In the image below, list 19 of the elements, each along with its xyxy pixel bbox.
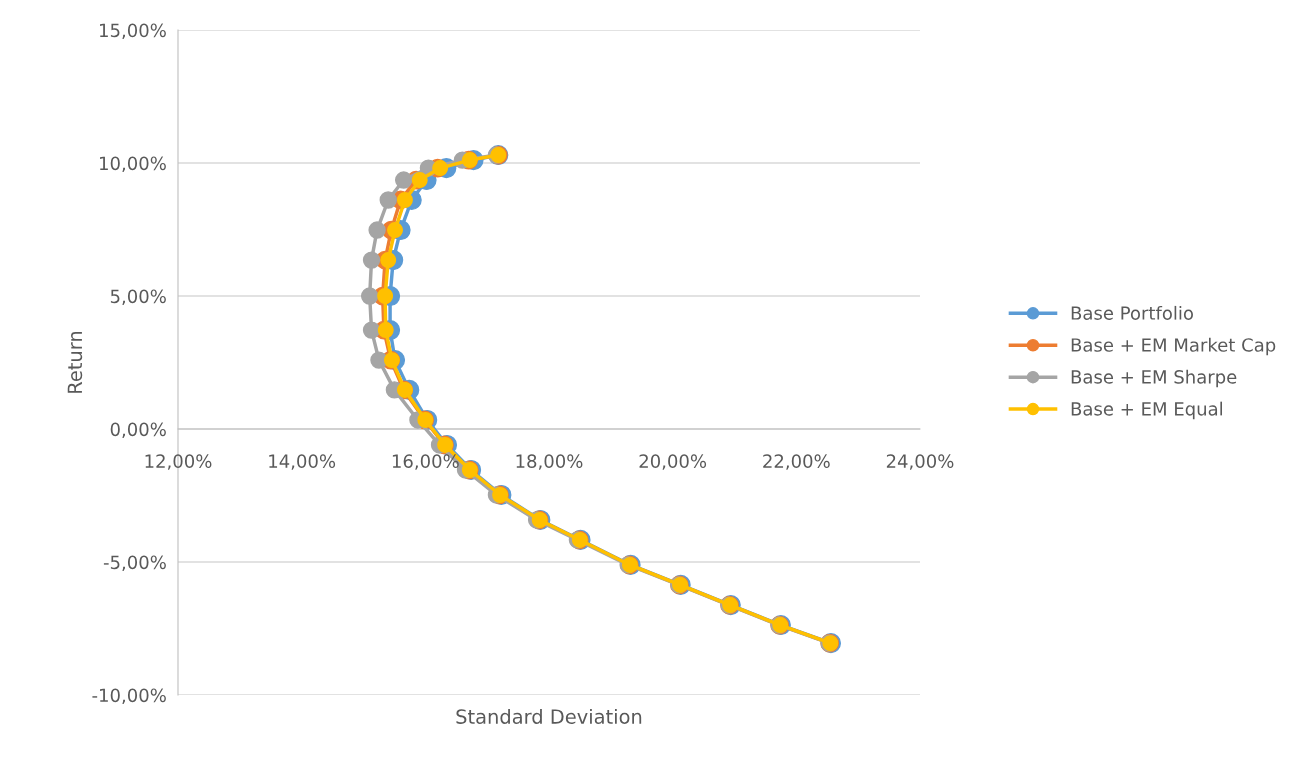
x-tick-label: 18,00% [516,454,583,470]
x-tick-label: 24,00% [886,454,954,470]
y-tick-label: -10,00% [92,688,166,704]
y-tick-label: -5,00% [103,555,166,571]
y-tick-label: 15,00% [100,23,166,39]
x-tick-label: 14,00% [269,454,336,470]
x-tick-label: 22,00% [763,454,830,470]
y-axis-title: Return [67,331,83,393]
legend-label: Base + EM Equal [1071,401,1222,420]
y-tick-label: 10,00% [100,156,166,172]
legend-label: Base Portfolio [1071,305,1193,320]
x-tick-label: 12,00% [145,454,212,470]
x-tick-label: 20,00% [639,454,707,470]
legend-label: Base + EM Sharpe [1071,369,1237,388]
y-tick-label: 0,00% [110,422,166,438]
x-axis-title: Standard Deviation [456,708,642,724]
x-tick-label: 16,00% [392,454,459,470]
y-tick-label: 5,00% [110,289,166,305]
legend-label: Base + EM Market Cap [1071,337,1276,356]
